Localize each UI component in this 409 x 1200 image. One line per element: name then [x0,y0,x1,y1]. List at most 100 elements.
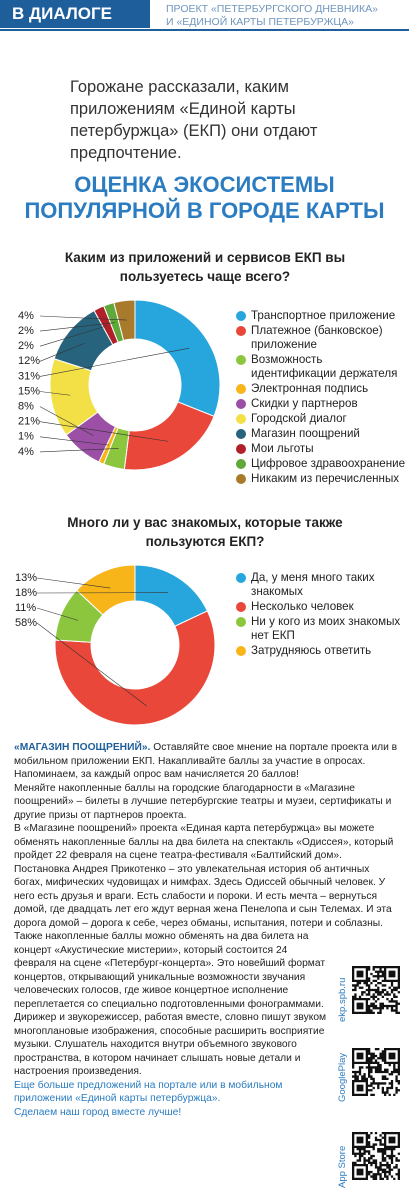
legend-label: Магазин поощрений [251,427,360,440]
legend-swatch [236,429,246,439]
legend-label: Возможность идентификации держателя [251,353,398,380]
data-label: 4% [18,310,34,322]
legend-swatch [236,617,246,627]
data-label: 1% [18,431,34,443]
legend-label: Мои льготы [251,442,314,455]
legend-item: Да, у меня много таких знакомых [236,571,406,599]
intro-text: Горожане рассказали, каким приложениям «… [70,78,318,162]
qr-label: App Store [337,1145,348,1188]
qr-pattern [352,1132,400,1180]
legend-item: Затрудняюсь ответить [236,644,406,658]
legend-swatch [236,311,246,321]
leader-line [39,315,127,321]
data-label: 8% [18,401,34,413]
legend-item: Несколько человек [236,600,406,614]
legend: Да, у меня много таких знакомых Несколько… [236,571,406,659]
legend-item: Цифровое здравоохранение [236,457,406,471]
donut-slice [113,300,136,342]
donut-slice [75,564,136,616]
legend-swatch [236,474,246,484]
legend-label: Скидки у партнеров [251,397,358,410]
data-label: 11% [15,602,36,614]
leader-line [36,622,147,707]
leader-line [39,322,115,332]
qr-pattern [352,1048,400,1096]
legend-label: Несколько человек [251,600,354,613]
data-label: 2% [18,325,34,337]
legend-item: Ни у кого из моих знакомых нет ЕКП [236,615,406,643]
qr-label: ekp.spb.ru [337,977,348,1022]
leader-line [39,448,119,453]
legend-swatch [236,573,246,583]
legend-swatch [236,414,246,424]
donut-slice [54,610,216,726]
legend-item: Платежное (банковское) приложение [236,324,406,352]
footer-line: Сделаем наш город вместе лучше! [14,1106,182,1118]
legend-label: Городской диалог [251,412,347,425]
donut-slice [123,401,215,471]
data-label: 21% [18,416,40,428]
paragraph-text: Оставляйте свое мнение на портале проект… [14,742,398,780]
leader-line [39,406,94,436]
legend-label: Ни у кого из моих знакомых нет ЕКП [251,615,401,642]
qr-code [352,1132,400,1180]
donut-chart: 4% 2% 2% 12% 31% 15% 8% 21% 1% 4% [18,300,221,471]
data-label: 13% [15,572,37,584]
qr-code [352,966,400,1014]
leader-line [39,342,85,362]
legend-swatch [236,646,246,656]
donut-slice [134,300,221,417]
data-label: 2% [18,340,34,352]
leader-line [36,577,111,589]
data-label: 31% [18,370,40,382]
legend-swatch [236,384,246,394]
title-line: ОЦЕНКА ЭКОСИСТЕМЫ [74,172,335,197]
leader-line [39,421,169,442]
project-line: И «ЕДИНОЙ КАРТЫ ПЕТЕРБУРЖЦА» [166,16,354,28]
qr-code [352,1048,400,1096]
legend-item: Городской диалог [236,412,406,426]
legend-label: Затрудняюсь ответить [251,644,372,657]
legend-label: Цифровое здравоохранение [251,457,406,470]
leader-line [39,325,108,347]
qr-pattern [352,966,400,1014]
leader-line [39,391,71,396]
leader-line [36,607,79,621]
section-label: В ДИАЛОГЕ [0,0,150,28]
legend-item: Никаким из перечисленных [236,472,406,486]
lead: «МАГАЗИН ПООЩРЕНИЙ». [14,742,151,753]
project-caption: ПРОЕКТ «ПЕТЕРБУРГСКОГО ДНЕВНИКА» И «ЕДИН… [166,3,378,29]
project-line: ПРОЕКТ «ПЕТЕРБУРГСКОГО ДНЕВНИКА» [166,3,379,15]
paragraph: В «Магазине поощрений» проекта «Единая к… [14,823,394,929]
legend-item: Скидки у партнеров [236,397,406,411]
legend-swatch [236,355,246,365]
data-label: 58% [15,617,37,629]
qr-label: GooglePlay [337,1052,348,1102]
legend-item: Электронная подпись [236,382,406,396]
narrow-column: Также накопленные баллы можно обменять н… [14,930,330,1119]
legend-item: Мои льготы [236,442,406,456]
legend-swatch [236,326,246,336]
legend-item: Возможность идентификации держателя [236,353,406,381]
paragraph: Также накопленные баллы можно обменять н… [14,931,327,1077]
data-label: 4% [18,446,34,458]
legend-label: Да, у меня много таких знакомых [251,571,375,598]
chart-title: Много ли у вас знакомых, которые также п… [67,515,343,549]
legend-swatch [236,459,246,469]
leader-line [39,347,190,377]
chart-title: Каким из приложений и сервисов ЕКП вы по… [64,250,346,284]
header-rule [0,29,409,31]
page-title: ОЦЕНКА ЭКОСИСТЕМЫ ПОПУЛЯРНОЙ В ГОРОДЕ КА… [0,172,409,224]
leader-line [39,436,110,446]
footer-line: Еще больше предложений на портале или в … [14,1079,283,1105]
donut-chart: 13% 18% 11% 58% [15,564,216,726]
title-line: ПОПУЛЯРНОЙ В ГОРОДЕ КАРТЫ [24,198,385,223]
legend: Транспортное приложение Платежное (банков… [236,309,406,487]
legend-swatch [236,444,246,454]
legend-swatch [236,399,246,409]
article: «МАГАЗИН ПООЩРЕНИЙ». Оставляйте свое мне… [14,741,400,1119]
paragraph: «МАГАЗИН ПООЩРЕНИЙ». Оставляйте свое мне… [14,741,400,782]
data-label: 15% [18,385,40,397]
